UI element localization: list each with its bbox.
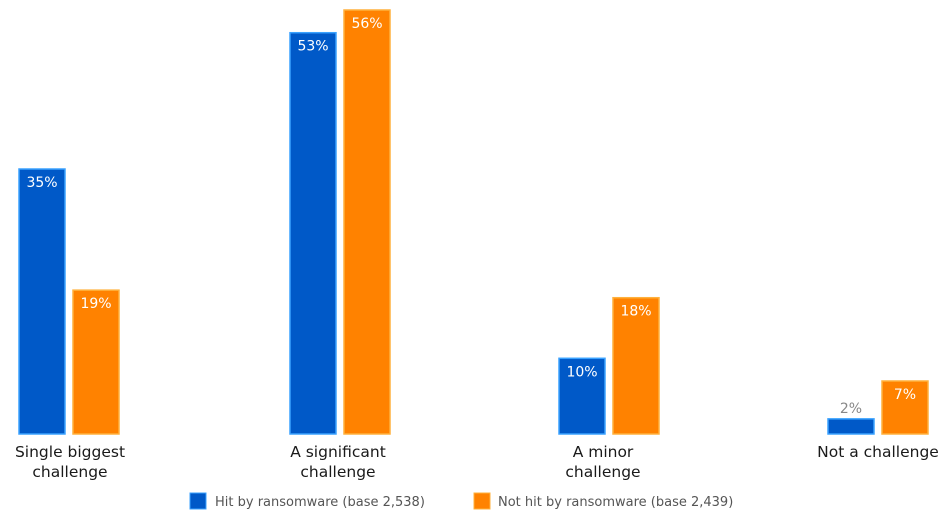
- bar-not-hit-3: [881, 380, 929, 435]
- bar-not-hit-2: [612, 296, 660, 435]
- category-label-1-line-0: A significant: [290, 443, 386, 461]
- bars-group: 35% 19% 53% 56% 10% 18% 2% 7%: [18, 9, 929, 435]
- data-label-hit-3: 2%: [840, 401, 862, 417]
- legend: Hit by ransomware (base 2,538) Not hit by…: [189, 492, 733, 510]
- bar-not-hit-0: [72, 289, 120, 435]
- data-label-hit-0: 35%: [26, 175, 57, 191]
- data-label-hit-2: 10%: [566, 364, 597, 380]
- bar-hit-2: [558, 357, 606, 435]
- category-labels-group: Single biggest challenge A significant chal…: [15, 443, 939, 481]
- legend-swatch-not-hit: [473, 492, 491, 510]
- data-label-hit-1: 53%: [297, 39, 328, 55]
- legend-swatch-hit: [189, 492, 207, 510]
- category-label-3-line-0: Not a challenge: [817, 443, 939, 461]
- legend-label-not-hit: Not hit by ransomware (base 2,439): [498, 495, 733, 510]
- category-label-0-line-0: Single biggest: [15, 443, 125, 461]
- bar-hit-1: [289, 31, 337, 435]
- data-label-not-hit-3: 7%: [894, 387, 916, 403]
- category-label-0-line-1: challenge: [32, 463, 107, 481]
- data-label-not-hit-2: 18%: [620, 304, 651, 320]
- data-label-not-hit-1: 56%: [351, 16, 382, 32]
- bar-not-hit-1: [343, 9, 391, 435]
- category-label-2-line-0: A minor: [573, 443, 634, 461]
- bar-hit-3: [827, 418, 875, 435]
- data-label-not-hit-0: 19%: [80, 296, 111, 312]
- legend-label-hit: Hit by ransomware (base 2,538): [215, 495, 425, 510]
- bar-hit-0: [18, 168, 66, 435]
- category-label-2-line-1: challenge: [565, 463, 640, 481]
- category-label-1-line-1: challenge: [300, 463, 375, 481]
